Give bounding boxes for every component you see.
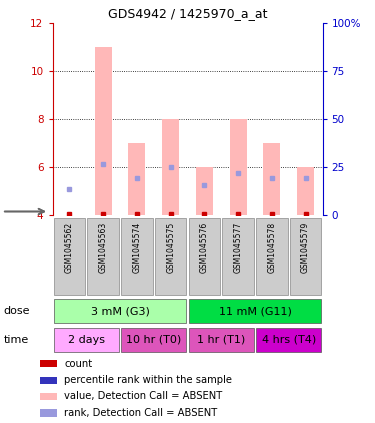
Bar (189, 218, 220, 295)
Bar (230, 119, 247, 215)
Text: 2 days: 2 days (68, 335, 105, 345)
Text: dose: dose (4, 306, 30, 316)
Text: 3 mM (G3): 3 mM (G3) (91, 306, 149, 316)
Bar (263, 143, 280, 215)
Text: GSM1045578: GSM1045578 (267, 222, 276, 273)
Text: 4 hrs (T4): 4 hrs (T4) (262, 335, 316, 345)
Text: GSM1045575: GSM1045575 (166, 222, 175, 273)
Text: count: count (64, 359, 92, 368)
Text: GSM1045574: GSM1045574 (132, 222, 141, 273)
Title: GDS4942 / 1425970_a_at: GDS4942 / 1425970_a_at (108, 7, 267, 20)
Text: GSM1045563: GSM1045563 (99, 222, 108, 273)
Bar (121, 218, 153, 295)
Bar (196, 167, 213, 215)
Bar (222, 218, 254, 295)
Bar (189, 328, 254, 352)
Bar (54, 218, 85, 295)
Bar (39, 393, 57, 400)
Text: 1 hr (T1): 1 hr (T1) (197, 335, 245, 345)
Bar (162, 119, 179, 215)
Text: 10 hr (T0): 10 hr (T0) (126, 335, 182, 345)
Bar (87, 218, 119, 295)
Bar (155, 218, 186, 295)
Text: GSM1045562: GSM1045562 (65, 222, 74, 273)
Bar (189, 299, 321, 323)
Bar (39, 360, 57, 368)
Bar (256, 218, 288, 295)
Bar (121, 328, 186, 352)
Bar (297, 167, 314, 215)
Bar (290, 218, 321, 295)
Bar (54, 328, 119, 352)
Bar (39, 376, 57, 384)
Bar (39, 409, 57, 417)
Bar (54, 299, 186, 323)
Text: value, Detection Call = ABSENT: value, Detection Call = ABSENT (64, 391, 222, 401)
Text: GSM1045576: GSM1045576 (200, 222, 209, 273)
Bar (128, 143, 146, 215)
Text: percentile rank within the sample: percentile rank within the sample (64, 375, 232, 385)
Text: GSM1045579: GSM1045579 (301, 222, 310, 273)
Text: 11 mM (G11): 11 mM (G11) (219, 306, 291, 316)
Text: GSM1045577: GSM1045577 (234, 222, 243, 273)
Bar (256, 328, 321, 352)
Text: rank, Detection Call = ABSENT: rank, Detection Call = ABSENT (64, 408, 217, 418)
Text: time: time (4, 335, 29, 345)
Bar (94, 47, 112, 215)
